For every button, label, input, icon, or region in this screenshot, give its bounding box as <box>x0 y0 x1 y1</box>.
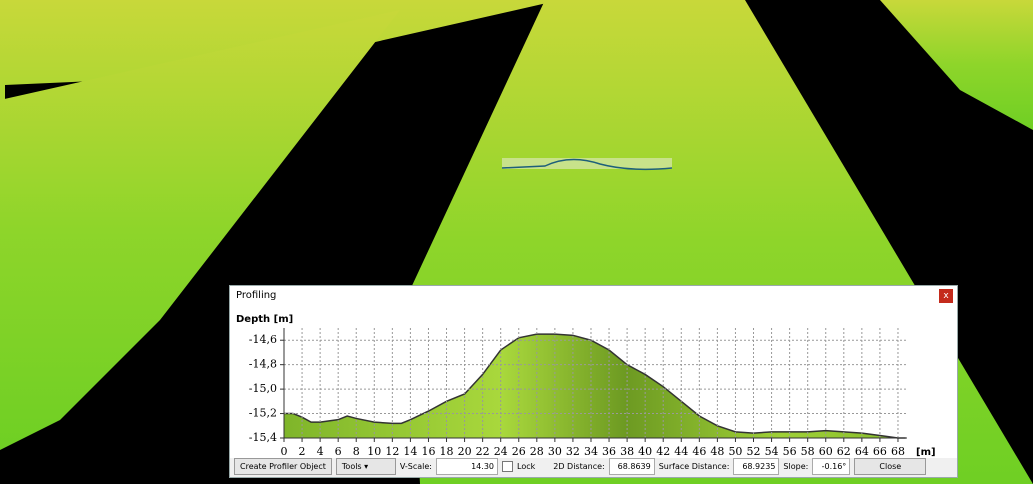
x-tick-label: 18 <box>440 445 454 458</box>
close-button[interactable]: Close <box>854 458 926 475</box>
x-tick-label: 20 <box>458 445 472 458</box>
vscale-field[interactable]: 14.30 <box>436 458 498 475</box>
x-tick-label: 16 <box>421 445 435 458</box>
profiling-window: Profiling x Depth [m] [m] -14,6 -14,8 -15,0… <box>229 285 958 478</box>
terrain-strip <box>880 0 1033 130</box>
y-axis-label: Depth [m] <box>236 314 293 325</box>
x-tick-label: 10 <box>367 445 381 458</box>
y-tick-label: -14,8 <box>249 358 277 371</box>
x-tick-label: 32 <box>566 445 580 458</box>
x-tick-label: 68 <box>891 445 905 458</box>
vscale-label: V-Scale: <box>400 462 432 471</box>
x-tick-label: 28 <box>530 445 544 458</box>
x-tick-label: 48 <box>710 445 724 458</box>
window-title: Profiling <box>236 290 276 301</box>
x-tick-label: 56 <box>783 445 797 458</box>
slope-field: -0.16° <box>812 458 850 475</box>
x-tick-label: 38 <box>620 445 634 458</box>
x-tick-label: 34 <box>584 445 598 458</box>
x-tick-label: 40 <box>638 445 652 458</box>
page: Profiling x Depth [m] [m] -14,6 -14,8 -15,0… <box>0 0 1033 484</box>
y-tick-label: -15,0 <box>249 382 277 395</box>
x-tick-label: 66 <box>873 445 887 458</box>
x-tick-label: 2 <box>299 445 306 458</box>
surface-distance-field: 68.9235 <box>733 458 779 475</box>
tools-button[interactable]: Tools ▾ <box>336 458 396 475</box>
x-tick-label: 14 <box>403 445 417 458</box>
create-button[interactable]: Create Profiler Object <box>234 458 332 475</box>
x-tick-label: 42 <box>656 445 670 458</box>
x-tick-label: 26 <box>512 445 526 458</box>
x-tick-label: 36 <box>602 445 616 458</box>
y-tick-label: -14,6 <box>249 333 277 346</box>
surface-distance-label: Surface Distance: <box>659 462 730 471</box>
x-tick-label: 60 <box>819 445 833 458</box>
x-tick-label: 62 <box>837 445 851 458</box>
x-tick-label: 12 <box>385 445 399 458</box>
close-icon[interactable]: x <box>939 289 953 303</box>
slope-label: Slope: <box>783 462 808 471</box>
x-tick-label: 4 <box>317 445 324 458</box>
y-tick-label: -15,2 <box>249 407 277 420</box>
lock-checkbox[interactable] <box>502 461 513 472</box>
x-tick-label: 8 <box>353 445 360 458</box>
y-tick-label: -15,4 <box>249 431 277 444</box>
x-tick-label: 24 <box>494 445 508 458</box>
x-tick-label: 50 <box>728 445 742 458</box>
x-tick-label: 0 <box>281 445 288 458</box>
x-tick-label: 6 <box>335 445 342 458</box>
distance-2d-label: 2D Distance: <box>553 462 604 471</box>
profile-chart: Depth [m] [m] -14,6 -14,8 -15,0 -15,2 -15,4 0… <box>230 306 957 458</box>
x-tick-label: 64 <box>855 445 869 458</box>
x-tick-label: 22 <box>476 445 490 458</box>
x-tick-label: 58 <box>801 445 815 458</box>
x-unit: [m] <box>916 447 936 458</box>
tools-label: Tools <box>342 462 362 471</box>
x-tick-label: 30 <box>548 445 562 458</box>
x-tick-label: 44 <box>674 445 688 458</box>
x-tick-label: 54 <box>765 445 779 458</box>
x-tick-label: 46 <box>692 445 706 458</box>
distance-2d-field: 68.8639 <box>609 458 655 475</box>
x-tick-label: 52 <box>747 445 761 458</box>
lock-label: Lock <box>517 462 535 471</box>
toolbar: Create Profiler Object Tools ▾ V-Scale: … <box>234 458 926 475</box>
title-bar: Profiling x <box>230 286 957 306</box>
